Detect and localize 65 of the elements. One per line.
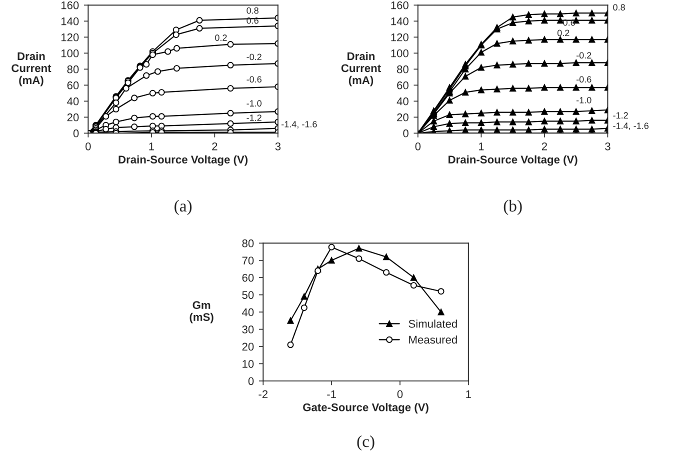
annotation: -0.2	[576, 52, 592, 59]
annotation: -0.6	[246, 76, 262, 83]
x-axis-title: Gate-Source Voltage (V)	[303, 403, 428, 414]
annotation: -1.0	[576, 96, 592, 104]
annotation: 0.6	[563, 19, 575, 26]
annotation: 0.8	[246, 7, 258, 14]
text: (a)	[174, 200, 192, 215]
annotation: 0.6	[246, 17, 258, 24]
legend-label: Measured	[409, 335, 457, 344]
y-tick-label: 20	[242, 342, 254, 351]
annotation: -1.0	[246, 100, 262, 107]
y-tick-label: 40	[67, 97, 79, 106]
y-tick-label: 60	[397, 81, 408, 90]
y-tick-label: 160	[391, 1, 408, 10]
y-tick-label: 100	[391, 49, 408, 58]
y-tick-label: 10	[242, 360, 254, 368]
y-axis-title: Drain Current (mA)	[12, 52, 52, 86]
x-tick-label: 0	[415, 142, 421, 150]
y-tick-label: 120	[61, 33, 79, 42]
x-tick-label: 1	[478, 142, 484, 150]
y-tick-label: 100	[61, 49, 79, 58]
y-tick-label: 50	[242, 291, 254, 299]
annotation: -1.2	[613, 112, 628, 118]
x-axis-title: Drain-Source Voltage (V)	[448, 155, 578, 166]
x-tick-label: 3	[605, 142, 610, 150]
y-tick-label: 0	[403, 129, 408, 138]
annotation: 0.8	[613, 4, 625, 11]
y-tick-label: 20	[397, 113, 408, 122]
annotation: 0.2	[215, 34, 227, 41]
y-tick-label: 40	[396, 97, 408, 106]
y-tick-label: 140	[391, 17, 408, 26]
legend-label: Simulated	[408, 320, 457, 328]
x-axis-title: Drain-Source Voltage (V)	[118, 155, 248, 166]
annotation: -1.4, -1.6	[282, 120, 317, 128]
text: (c)	[357, 435, 374, 451]
y-axis-title: Drain Current (mA)	[341, 52, 381, 86]
x-tick-label: 2	[212, 142, 218, 150]
annotation: -1.2	[246, 114, 262, 121]
y-tick-label: 80	[67, 65, 79, 74]
annotation: 0.2	[557, 30, 570, 36]
y-tick-label: 80	[242, 239, 254, 248]
x-tick-label: 1	[466, 390, 471, 398]
x-tick-label: -1	[327, 390, 336, 398]
annotation: -1.4, -1.6	[613, 122, 649, 130]
y-tick-label: 0	[73, 129, 79, 138]
y-tick-label: 60	[242, 274, 254, 282]
x-tick-label: 1	[149, 142, 154, 150]
y-tick-label: 140	[61, 17, 79, 26]
annotation: -0.2	[246, 54, 262, 60]
text: (b)	[504, 200, 522, 215]
y-tick-label: 70	[242, 256, 254, 264]
y-tick-label: 60	[67, 81, 79, 90]
y-tick-label: 120	[391, 33, 408, 42]
y-tick-label: 20	[67, 113, 79, 122]
y-tick-label: 30	[242, 326, 254, 334]
y-tick-label: 0	[248, 377, 254, 386]
x-tick-label: 3	[275, 142, 281, 150]
y-tick-label: 80	[397, 65, 408, 74]
x-tick-label: -2	[258, 390, 268, 398]
annotation: -0.6	[576, 76, 592, 83]
x-tick-label: 2	[542, 142, 547, 150]
x-tick-label: 0	[86, 142, 91, 150]
y-tick-label: 160	[61, 1, 79, 10]
y-axis-title: Gm (mS)	[190, 301, 214, 324]
y-tick-label: 40	[242, 308, 254, 316]
